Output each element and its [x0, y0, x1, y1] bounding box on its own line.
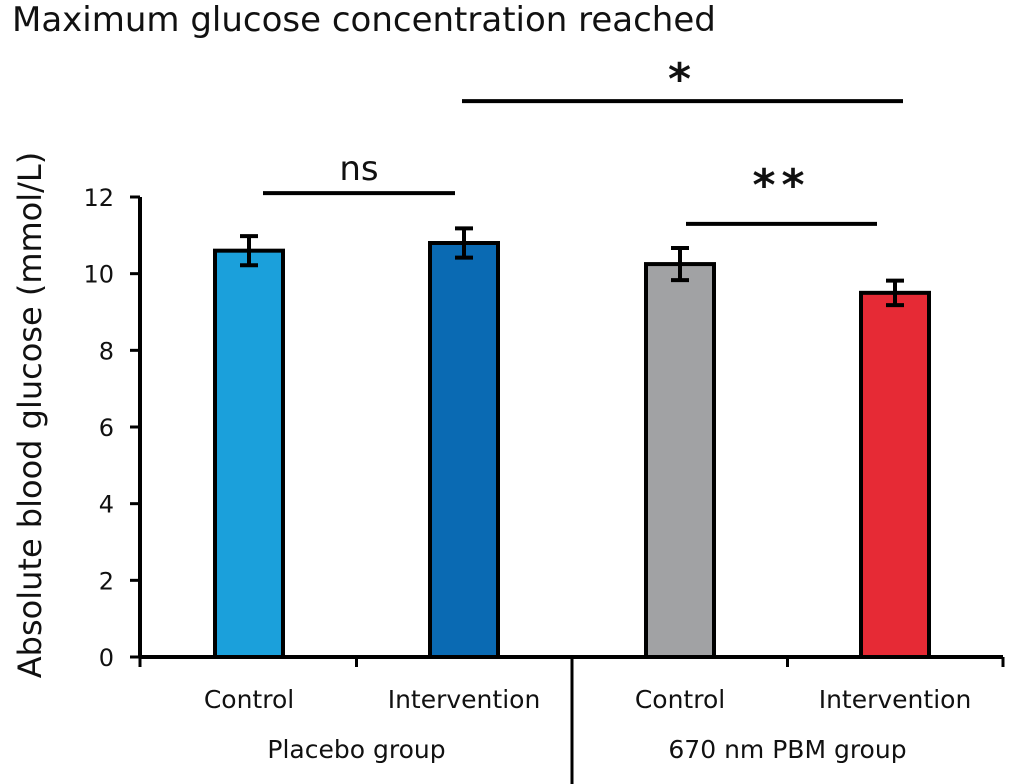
- y-tick-label: 0: [99, 644, 114, 672]
- y-tick-label: 4: [99, 491, 114, 519]
- y-tick-label: 2: [99, 567, 114, 595]
- bar: [859, 290, 931, 659]
- y-tick-label: 12: [83, 184, 114, 212]
- x-category-label: Control: [204, 685, 294, 714]
- labels: 0 2 4 6 8 10 12 Absolute blood glucose (mmol/L)…: [11, 152, 971, 764]
- error-bars: [240, 226, 904, 308]
- y-tick-label: 6: [99, 414, 114, 442]
- chart-title: Maximum glucose concentration reached: [12, 0, 716, 40]
- y-tick-label: 10: [83, 261, 114, 289]
- x-group-label: 670 nm PBM group: [668, 735, 906, 764]
- y-axis-title: Absolute blood glucose (mmol/L): [11, 152, 49, 678]
- bar: [213, 248, 285, 660]
- bar: [428, 241, 500, 659]
- bar: [644, 262, 716, 659]
- x-category-label: Intervention: [388, 685, 541, 714]
- significance-brackets: ns***: [263, 54, 903, 226]
- x-group-label: Placebo group: [267, 735, 445, 764]
- bars: [213, 241, 931, 660]
- significance-label: **: [752, 160, 810, 211]
- significance-label: ns: [339, 149, 378, 189]
- x-category-label: Intervention: [819, 685, 972, 714]
- x-category-label: Control: [635, 685, 725, 714]
- y-tick-label: 8: [99, 337, 114, 365]
- significance-label: *: [668, 54, 697, 105]
